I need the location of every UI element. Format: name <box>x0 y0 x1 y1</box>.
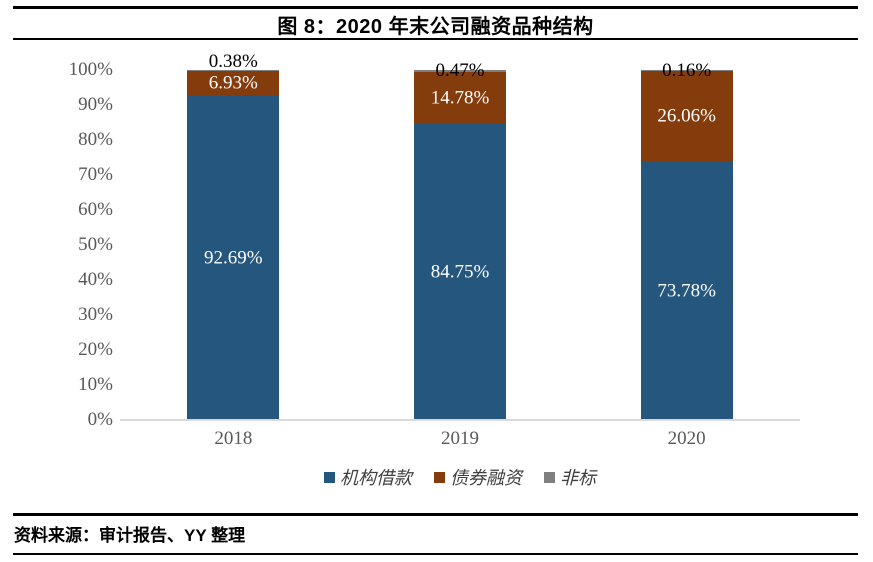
chart-title: 图 8：2020 年末公司融资品种结构 <box>277 16 594 38</box>
bar-slot: 84.75% 14.78% 0.47% 2019 <box>347 61 574 449</box>
y-tick-label: 30% <box>78 304 113 325</box>
bar-slot: 92.69% 6.93% 0.38% 2018 <box>120 52 347 449</box>
segment-value-label: 73.78% <box>657 280 716 302</box>
bar-segment <box>187 70 280 72</box>
bar-segment: 26.06% <box>640 70 733 162</box>
legend-item: 债券融资 <box>434 464 522 490</box>
bottom-rule <box>13 553 858 555</box>
segment-value-label: 0.38% <box>208 51 258 73</box>
y-tick-label: 50% <box>78 234 113 255</box>
segment-value-label: 0.47% <box>435 60 485 82</box>
bar-2019: 84.75% 14.78% 0.47% <box>414 61 506 420</box>
top-rule <box>13 6 858 9</box>
bar-2018: 92.69% 6.93% 0.38% <box>187 52 280 420</box>
y-tick-label: 100% <box>68 59 113 80</box>
segment-value-label: 26.06% <box>657 105 716 127</box>
bar-slot: 73.78% 26.06% 0.16% 2020 <box>573 61 800 449</box>
x-axis-label: 2018 <box>214 428 253 449</box>
x-axis-label: 2019 <box>441 428 479 449</box>
x-axis-label: 2020 <box>667 428 706 449</box>
y-tick-label: 10% <box>78 374 113 395</box>
y-tick-label: 20% <box>78 339 113 360</box>
y-tick-label: 40% <box>78 269 113 290</box>
legend-item: 机构借款 <box>324 464 412 490</box>
legend-label: 机构借款 <box>340 468 412 488</box>
bar-segment: 6.93% <box>187 71 280 96</box>
y-tick-label: 90% <box>78 94 113 115</box>
footer-top-rule <box>13 513 858 516</box>
bar-segment: 92.69% <box>187 95 280 420</box>
y-tick-label: 80% <box>78 129 113 150</box>
legend-item: 非标 <box>544 464 596 490</box>
bar-segment: 14.78% <box>414 71 506 124</box>
segment-value-label: 84.75% <box>430 261 490 283</box>
legend-label: 非标 <box>560 468 596 488</box>
bar-segment <box>414 70 506 72</box>
bar-segment: 84.75% <box>414 123 506 420</box>
x-axis-line <box>120 419 800 421</box>
bar-2020: 73.78% 26.06% 0.16% <box>640 61 733 420</box>
segment-value-label: 92.69% <box>204 247 263 269</box>
legend-swatch-icon <box>544 471 555 483</box>
bar-segment <box>640 70 733 71</box>
segment-value-label: 6.93% <box>208 72 258 94</box>
y-tick-label: 60% <box>78 199 113 220</box>
y-tick-label: 0% <box>87 409 113 430</box>
segment-value-label: 14.78% <box>430 87 490 109</box>
legend-swatch-icon <box>324 471 335 483</box>
segment-value-label: 0.16% <box>662 60 712 82</box>
title-underline-rule <box>13 38 858 40</box>
source-note: 资料来源：审计报告、YY 整理 <box>14 526 246 545</box>
legend: 机构借款 债券融资 非标 <box>120 464 800 490</box>
y-tick-label: 70% <box>78 164 113 185</box>
bar-segment: 73.78% <box>640 161 733 420</box>
legend-swatch-icon <box>434 471 445 483</box>
legend-label: 债券融资 <box>450 468 522 488</box>
plot-area: 92.69% 6.93% 0.38% 2018 84.75% 14.78% 0.47% 201… <box>120 52 800 449</box>
